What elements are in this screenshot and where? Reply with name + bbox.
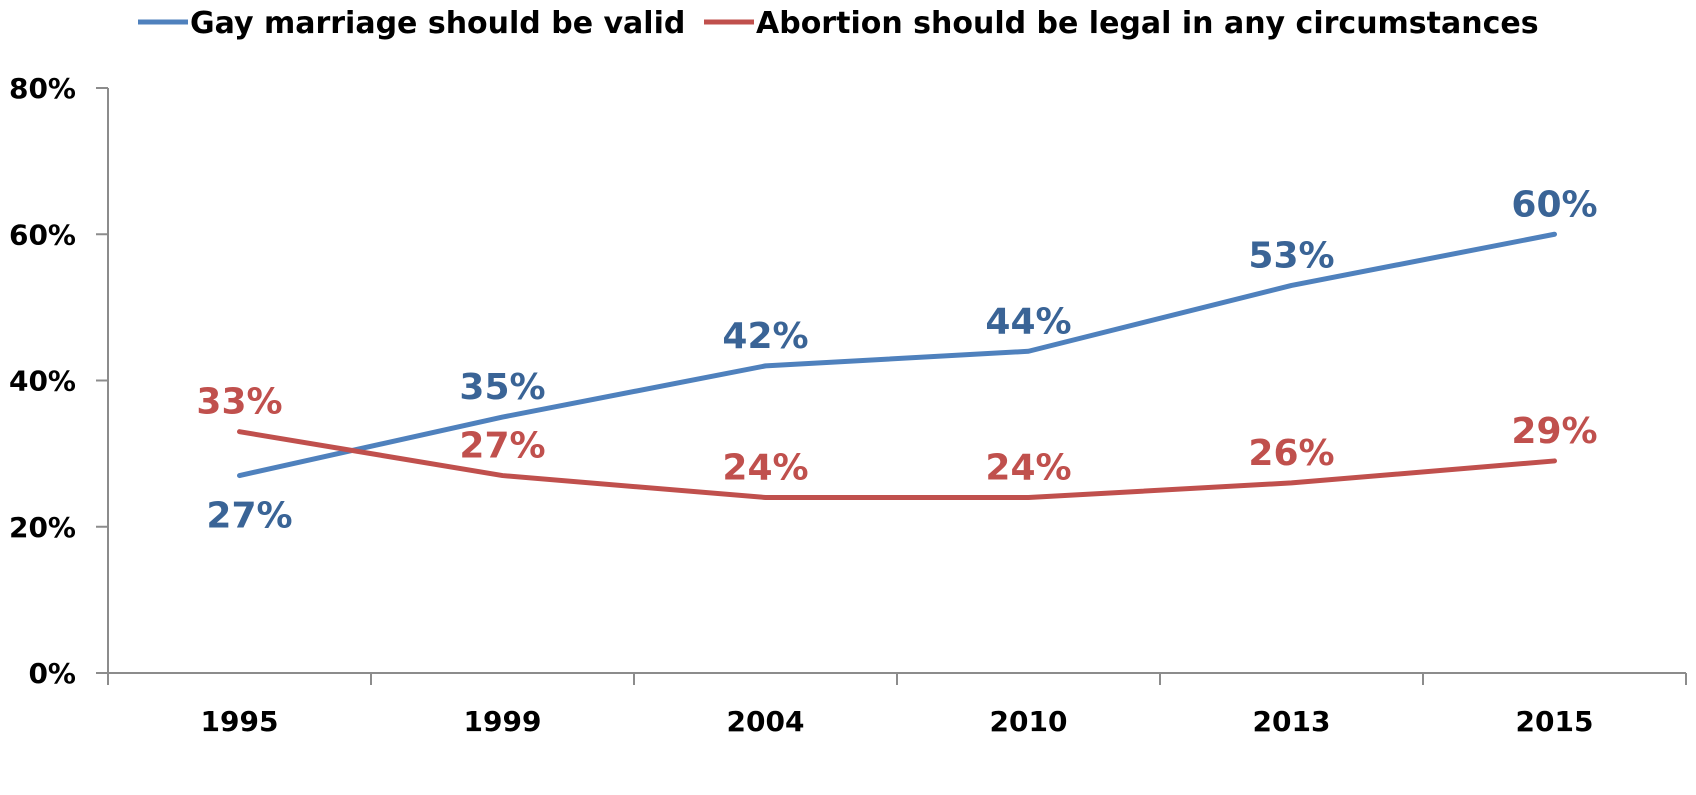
x-tick-label: 2015	[1516, 705, 1594, 738]
series-line-2	[237, 429, 1557, 500]
data-label: 33%	[196, 382, 282, 423]
y-tick-label: 20%	[9, 511, 76, 544]
data-label: 27%	[459, 426, 545, 467]
y-tick-label: 0%	[28, 657, 76, 690]
legend-label: Abortion should be legal in any circumst…	[756, 6, 1539, 41]
data-label: 44%	[985, 301, 1071, 342]
data-label: 42%	[722, 316, 808, 357]
y-tick-label: 80%	[9, 72, 76, 105]
y-axis: 0% 20% 40% 60% 80%	[9, 72, 109, 690]
data-labels-layer: 27% 35% 42% 44% 53% 60% 33% 27% 24% 24% 26% 29%	[196, 184, 1597, 536]
x-axis: 1995 1999 2004 2010 2013 2015	[107, 672, 1687, 738]
data-label: 29%	[1511, 411, 1597, 452]
data-label: 26%	[1248, 433, 1334, 474]
x-tick-label: 1995	[201, 705, 279, 738]
y-tick-label: 40%	[9, 365, 76, 398]
x-tick-label: 1999	[464, 705, 542, 738]
y-tick-label: 60%	[9, 218, 76, 251]
data-label: 24%	[722, 448, 808, 489]
series-line-1	[237, 231, 1557, 479]
data-label: 53%	[1248, 235, 1334, 276]
legend-item-2: Abortion should be legal in any circumst…	[704, 6, 1539, 41]
x-tick-label: 2010	[990, 705, 1068, 738]
data-label: 35%	[459, 367, 545, 408]
legend-item-1: Gay marriage should be valid	[138, 6, 685, 41]
legend: Gay marriage should be valid Abortion sho…	[138, 6, 1539, 41]
x-tick-label: 2013	[1253, 705, 1331, 738]
x-tick-label: 2004	[727, 705, 805, 738]
data-label: 60%	[1511, 184, 1597, 225]
legend-label: Gay marriage should be valid	[190, 6, 685, 41]
data-label: 24%	[985, 448, 1071, 489]
data-label: 27%	[206, 496, 292, 537]
series-layer	[237, 231, 1557, 500]
